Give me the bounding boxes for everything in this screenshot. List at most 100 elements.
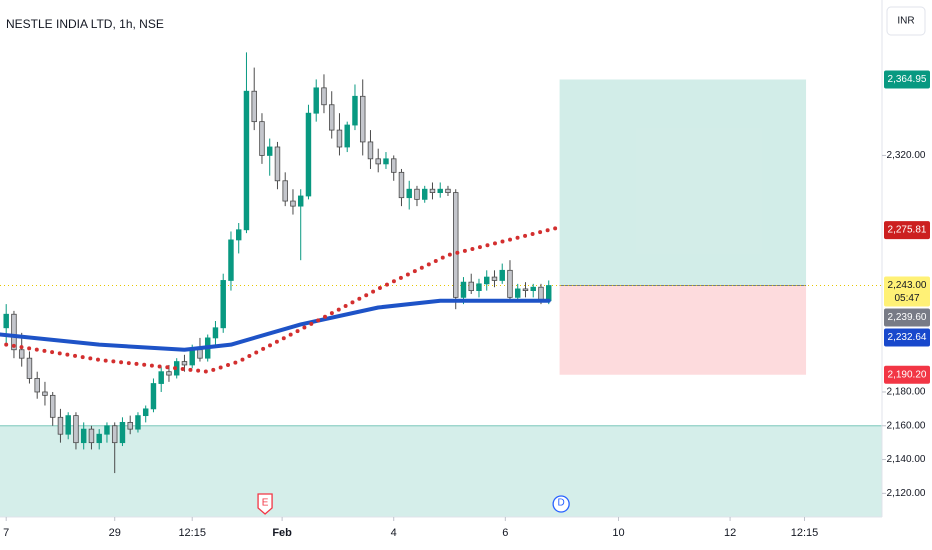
x-tick-label: Feb bbox=[272, 527, 292, 539]
candle-body bbox=[282, 180, 288, 202]
candle-body bbox=[135, 415, 141, 430]
candle-body bbox=[251, 90, 257, 123]
candle-body bbox=[34, 378, 40, 393]
x-tick-label: 12 bbox=[724, 527, 736, 539]
position-profit bbox=[559, 79, 807, 286]
support-zone bbox=[0, 425, 882, 517]
candle-body bbox=[522, 288, 529, 292]
plot-area bbox=[0, 52, 882, 517]
candle-body bbox=[491, 276, 498, 281]
price-tag bbox=[884, 221, 930, 240]
candle-body bbox=[429, 188, 436, 194]
candle-body bbox=[96, 433, 102, 444]
candle-body bbox=[65, 415, 71, 435]
candle-body bbox=[352, 95, 358, 126]
candle-body bbox=[468, 281, 474, 292]
chart-title: NESTLE INDIA LTD, 1h, NSE bbox=[6, 17, 164, 31]
y-tick-label: 2,160.00 bbox=[887, 420, 926, 431]
candle-body bbox=[530, 286, 536, 292]
price-tag bbox=[884, 308, 930, 327]
candle-body bbox=[119, 421, 126, 444]
x-tick-label: 12:15 bbox=[791, 527, 819, 539]
x-tick-label: 6 bbox=[502, 527, 508, 539]
candle-body bbox=[220, 280, 226, 329]
candle-body bbox=[290, 200, 296, 207]
price-tag-label: 2,243.00 bbox=[888, 280, 927, 291]
candle-body bbox=[406, 188, 412, 199]
x-tick-label: 12:15 bbox=[178, 527, 206, 539]
candle-body bbox=[359, 95, 366, 143]
candle-body bbox=[538, 286, 544, 302]
candle-body bbox=[158, 371, 164, 384]
candle-body bbox=[235, 229, 242, 241]
candle-body bbox=[460, 281, 467, 298]
candle-body bbox=[305, 112, 312, 197]
candle-body bbox=[375, 158, 381, 165]
candle-body bbox=[181, 361, 188, 366]
candle-body bbox=[150, 383, 157, 410]
currency-button[interactable] bbox=[886, 6, 926, 36]
candle-body bbox=[88, 428, 95, 444]
candle-body bbox=[266, 146, 273, 156]
candle-body bbox=[3, 313, 9, 329]
candle-body bbox=[197, 349, 203, 359]
candle-body bbox=[453, 192, 459, 298]
y-tick-label: 2,180.00 bbox=[887, 387, 926, 398]
candle-body bbox=[26, 357, 33, 379]
candle-body bbox=[499, 269, 505, 281]
price-tag-label: 2,239.60 bbox=[888, 312, 927, 323]
candle-body bbox=[274, 146, 281, 182]
y-tick-label: 2,120.00 bbox=[887, 488, 926, 499]
candle-body bbox=[243, 90, 250, 231]
currency-label: INR bbox=[897, 16, 914, 27]
x-tick-label: 7 bbox=[3, 527, 9, 539]
candle-body bbox=[57, 416, 64, 435]
event-label: E bbox=[262, 498, 269, 509]
event-marker bbox=[257, 493, 273, 515]
candle-body bbox=[73, 415, 79, 444]
candle-body bbox=[189, 349, 195, 366]
candle-body bbox=[321, 87, 327, 106]
candle-body bbox=[142, 408, 149, 417]
candle-body bbox=[507, 269, 513, 298]
price-tag-label: 2,275.81 bbox=[888, 225, 927, 236]
candle-body bbox=[228, 239, 234, 281]
candle-body bbox=[546, 285, 552, 302]
price-tag-label: 2,364.95 bbox=[888, 74, 927, 85]
position-loss bbox=[559, 285, 807, 375]
price-tag bbox=[884, 328, 930, 347]
indicator-line bbox=[4, 226, 559, 374]
candle-body bbox=[336, 129, 343, 148]
candle-body bbox=[166, 371, 172, 376]
candle-body bbox=[476, 283, 482, 292]
candle-body bbox=[484, 276, 490, 285]
candle-body bbox=[390, 158, 397, 173]
candle-body bbox=[49, 394, 56, 418]
candle-body bbox=[421, 188, 428, 200]
candle-body bbox=[80, 428, 87, 444]
price-tag bbox=[884, 70, 930, 89]
price-tag bbox=[884, 365, 930, 384]
price-tag bbox=[884, 276, 930, 307]
candle-body bbox=[328, 104, 335, 131]
candle-body bbox=[42, 391, 48, 396]
candle-body bbox=[398, 171, 405, 199]
y-tick-label: 2,320.00 bbox=[887, 150, 926, 161]
candle-body bbox=[127, 421, 133, 430]
candle-body bbox=[344, 124, 350, 148]
candle-body bbox=[104, 425, 110, 435]
x-tick-label: 29 bbox=[109, 527, 121, 539]
candle-body bbox=[297, 195, 304, 207]
price-tag-countdown: 05:47 bbox=[894, 293, 919, 304]
candle-body bbox=[212, 327, 219, 339]
indicator-line bbox=[0, 298, 551, 352]
candle-body bbox=[515, 288, 521, 298]
candle-body bbox=[259, 121, 265, 156]
candle-body bbox=[313, 87, 319, 114]
event-label: D bbox=[558, 498, 565, 509]
candle-body bbox=[437, 188, 443, 194]
price-tag-label: 2,190.20 bbox=[888, 369, 927, 380]
x-tick-label: 10 bbox=[612, 527, 624, 539]
y-tick-label: 2,140.00 bbox=[887, 454, 926, 465]
